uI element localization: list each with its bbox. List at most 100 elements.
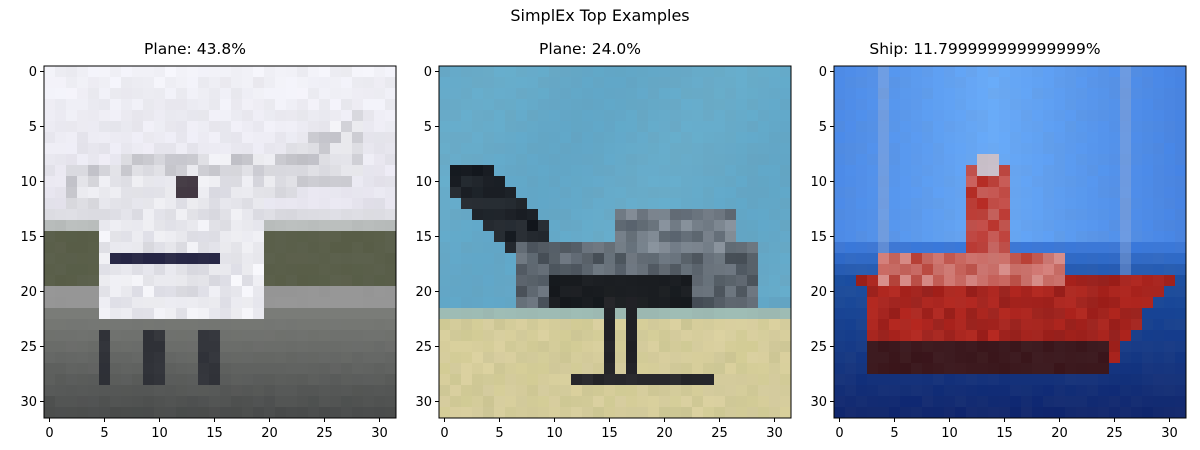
image-pixel	[725, 154, 737, 166]
image-pixel	[352, 352, 364, 364]
image-pixel	[165, 165, 177, 177]
image-pixel	[385, 275, 397, 287]
image-pixel	[977, 341, 989, 353]
image-pixel	[308, 66, 320, 78]
image-pixel	[220, 154, 232, 166]
image-pixel	[363, 264, 375, 276]
image-pixel	[88, 396, 100, 408]
image-pixel	[1131, 110, 1143, 122]
image-pixel	[604, 77, 616, 89]
image-pixel	[867, 330, 879, 342]
image-pixel	[758, 253, 770, 265]
image-pixel	[1076, 363, 1088, 375]
image-pixel	[1109, 253, 1121, 265]
image-pixel	[110, 209, 122, 221]
image-pixel	[1153, 198, 1165, 210]
image-pixel	[516, 99, 528, 111]
image-pixel	[121, 198, 133, 210]
y-tick-label: 20	[20, 285, 37, 300]
image-pixel	[988, 242, 1000, 254]
image-pixel	[1043, 220, 1055, 232]
image-pixel	[330, 121, 342, 133]
image-pixel	[286, 198, 298, 210]
image-pixel	[1065, 154, 1077, 166]
image-pixel	[154, 385, 166, 397]
image-pixel	[154, 275, 166, 287]
image-pixel	[736, 407, 748, 419]
image-pixel	[933, 143, 945, 155]
image-pixel	[988, 143, 1000, 155]
image-pixel	[593, 187, 605, 199]
image-pixel	[176, 132, 188, 144]
image-pixel	[999, 286, 1011, 298]
subplot-1: Plane: 43.8% 0 5 10 15 20 25 30 0 5 10 15 20 25 30	[0, 38, 397, 448]
image-pixel	[264, 275, 276, 287]
image-pixel	[758, 308, 770, 320]
image-pixel	[845, 286, 857, 298]
image-pixel	[725, 77, 737, 89]
image-pixel	[977, 352, 989, 364]
image-pixel	[132, 341, 144, 353]
image-pixel	[933, 231, 945, 243]
image-pixel	[308, 253, 320, 265]
image-pixel	[878, 143, 890, 155]
image-pixel	[1021, 66, 1033, 78]
image-pixel	[450, 143, 462, 155]
image-pixel	[286, 275, 298, 287]
image-pixel	[560, 319, 572, 331]
image-pixel	[1142, 297, 1154, 309]
image-pixel	[955, 396, 967, 408]
image-pixel	[955, 99, 967, 111]
image-pixel	[1043, 308, 1055, 320]
image-pixel	[1043, 253, 1055, 265]
image-pixel	[911, 88, 923, 100]
image-pixel	[538, 209, 550, 221]
image-pixel	[955, 187, 967, 199]
image-pixel	[319, 154, 331, 166]
image-pixel	[286, 231, 298, 243]
image-pixel	[1098, 220, 1110, 232]
image-pixel	[1175, 407, 1187, 419]
image-pixel	[670, 121, 682, 133]
image-pixel	[637, 407, 649, 419]
image-pixel	[308, 231, 320, 243]
image-pixel	[1164, 209, 1176, 221]
image-pixel	[242, 154, 254, 166]
image-pixel	[955, 264, 967, 276]
image-pixel	[703, 308, 715, 320]
image-pixel	[461, 88, 473, 100]
image-pixel	[922, 231, 934, 243]
image-pixel	[1098, 264, 1110, 276]
image-pixel	[374, 77, 386, 89]
image-pixel	[77, 374, 89, 386]
image-pixel	[582, 297, 594, 309]
image-pixel	[1120, 308, 1132, 320]
image-pixel	[165, 396, 177, 408]
image-pixel	[341, 385, 353, 397]
image-pixel	[505, 319, 517, 331]
image-pixel	[615, 264, 627, 276]
image-pixel	[834, 121, 846, 133]
image-pixel	[769, 385, 781, 397]
image-pixel	[834, 132, 846, 144]
image-pixel	[220, 341, 232, 353]
image-pixel	[648, 297, 660, 309]
image-pixel	[988, 132, 1000, 144]
image-pixel	[977, 99, 989, 111]
image-pixel	[516, 385, 528, 397]
image-pixel	[670, 308, 682, 320]
image-pixel	[1032, 231, 1044, 243]
image-pixel	[1021, 396, 1033, 408]
image-pixel	[626, 264, 638, 276]
image-pixel	[1153, 242, 1165, 254]
image-pixel	[725, 297, 737, 309]
image-pixel	[264, 374, 276, 386]
image-pixel	[1043, 88, 1055, 100]
image-pixel	[385, 66, 397, 78]
image-pixel	[319, 110, 331, 122]
image-pixel	[110, 396, 122, 408]
image-pixel	[560, 77, 572, 89]
image-pixel	[99, 165, 111, 177]
image-pixel	[725, 242, 737, 254]
image-pixel	[450, 132, 462, 144]
